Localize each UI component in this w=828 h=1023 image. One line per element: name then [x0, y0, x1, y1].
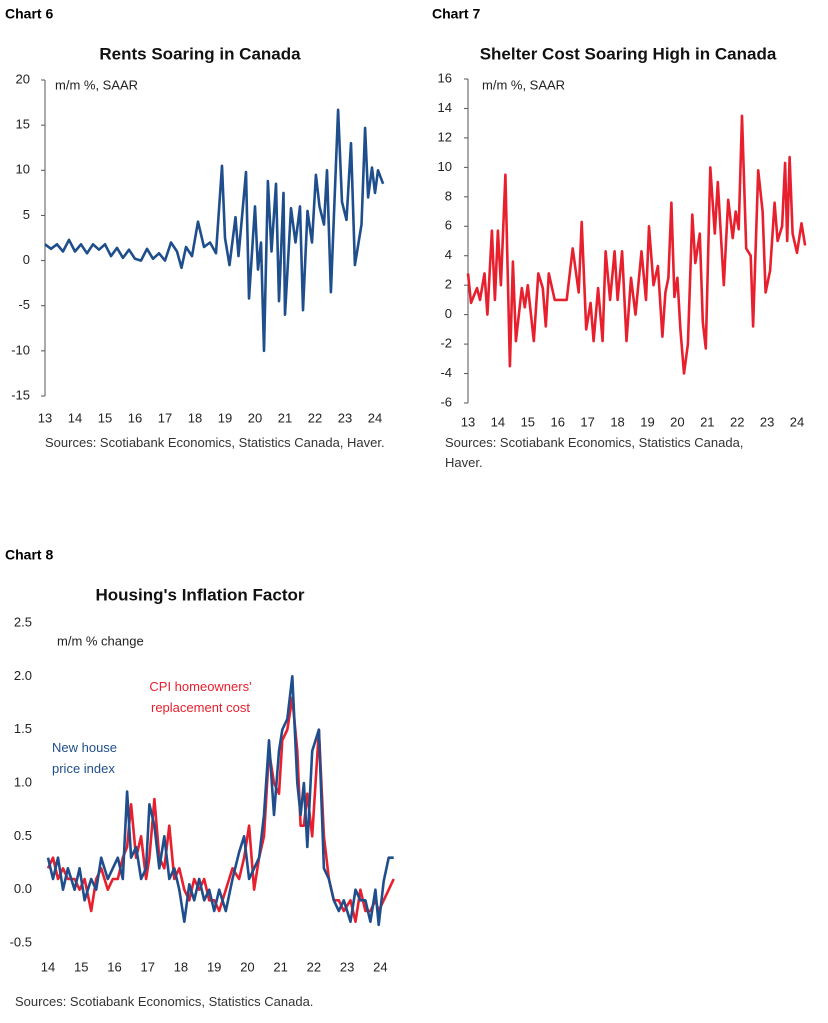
- x-tick-label: 18: [610, 414, 624, 429]
- x-tick-label: 17: [158, 410, 172, 425]
- x-tick-label: 23: [760, 414, 774, 429]
- y-tick-label: 0: [23, 252, 30, 267]
- chart-label: Chart 6: [5, 6, 53, 22]
- axis-label: m/m % change: [57, 633, 144, 648]
- series-line: [466, 114, 807, 375]
- y-tick-label: 2: [445, 277, 452, 292]
- y-tick-label: 14: [438, 100, 452, 115]
- series-line: [46, 696, 395, 923]
- y-tick-label: -10: [11, 342, 30, 357]
- y-tick-label: 2.5: [14, 614, 32, 629]
- chart-label: Chart 8: [5, 547, 53, 563]
- y-tick-label: -4: [440, 365, 452, 380]
- y-tick-label: 5: [23, 207, 30, 222]
- y-tick-label: 1.5: [14, 721, 32, 736]
- x-tick-label: 19: [207, 959, 221, 974]
- chart-title: Housing's Inflation Factor: [96, 585, 305, 604]
- x-tick-label: 22: [307, 959, 321, 974]
- x-tick-label: 20: [670, 414, 684, 429]
- x-tick-label: 21: [278, 410, 292, 425]
- x-tick-label: 13: [461, 414, 475, 429]
- y-tick-label: 8: [445, 188, 452, 203]
- x-tick-label: 20: [240, 959, 254, 974]
- y-tick-label: 10: [16, 162, 30, 177]
- chart-label: Chart 7: [432, 6, 480, 22]
- series-line: [44, 108, 385, 353]
- y-tick-label: 6: [445, 218, 452, 233]
- x-tick-label: 23: [340, 959, 354, 974]
- y-tick-label: 10: [438, 159, 452, 174]
- x-tick-label: 20: [248, 410, 262, 425]
- x-tick-label: 16: [107, 959, 121, 974]
- y-tick-label: -5: [18, 297, 30, 312]
- series-line: [46, 675, 394, 927]
- y-tick-label: -0.5: [10, 934, 32, 949]
- source-note: Sources: Scotiabank Economics, Statistic…: [45, 435, 385, 450]
- x-tick-label: 21: [273, 959, 287, 974]
- x-tick-label: 14: [41, 959, 55, 974]
- axis-label: m/m %, SAAR: [55, 77, 138, 92]
- x-tick-label: 14: [68, 410, 82, 425]
- y-tick-label: 12: [438, 129, 452, 144]
- x-tick-label: 19: [218, 410, 232, 425]
- x-tick-label: 22: [308, 410, 322, 425]
- x-tick-label: 18: [188, 410, 202, 425]
- x-tick-label: 16: [551, 414, 565, 429]
- x-tick-label: 16: [128, 410, 142, 425]
- x-tick-label: 23: [338, 410, 352, 425]
- y-tick-label: 0: [445, 306, 452, 321]
- y-tick-label: -2: [440, 336, 452, 351]
- source-note: Sources: Scotiabank Economics, Statistic…: [15, 994, 314, 1009]
- y-tick-label: 20: [16, 71, 30, 86]
- chart-title: Shelter Cost Soaring High in Canada: [480, 44, 777, 63]
- y-tick-label: 0.0: [14, 881, 32, 896]
- x-tick-label: 13: [38, 410, 52, 425]
- x-tick-label: 17: [580, 414, 594, 429]
- x-tick-label: 21: [700, 414, 714, 429]
- y-tick-label: 4: [445, 247, 452, 262]
- y-tick-label: -15: [11, 387, 30, 402]
- x-tick-label: 15: [98, 410, 112, 425]
- series-label: New house price index: [52, 740, 118, 776]
- x-tick-label: 15: [521, 414, 535, 429]
- x-tick-label: 17: [140, 959, 154, 974]
- x-tick-label: 24: [368, 410, 382, 425]
- y-tick-label: 15: [16, 117, 30, 132]
- x-tick-label: 15: [74, 959, 88, 974]
- x-tick-label: 19: [640, 414, 654, 429]
- y-tick-label: 0.5: [14, 828, 32, 843]
- axis-label: m/m %, SAAR: [482, 77, 565, 92]
- y-tick-label: -6: [440, 394, 452, 409]
- chart-title: Rents Soaring in Canada: [99, 44, 301, 63]
- source-note: Sources: Scotiabank Economics, Statistic…: [445, 435, 744, 470]
- x-tick-label: 18: [174, 959, 188, 974]
- x-tick-label: 22: [730, 414, 744, 429]
- y-tick-label: 16: [438, 70, 452, 85]
- series-label: CPI homeowners' replacement cost: [149, 679, 252, 715]
- x-tick-label: 14: [491, 414, 505, 429]
- y-tick-label: 2.0: [14, 668, 32, 683]
- x-tick-label: 24: [373, 959, 387, 974]
- y-tick-label: 1.0: [14, 774, 32, 789]
- x-tick-label: 24: [790, 414, 804, 429]
